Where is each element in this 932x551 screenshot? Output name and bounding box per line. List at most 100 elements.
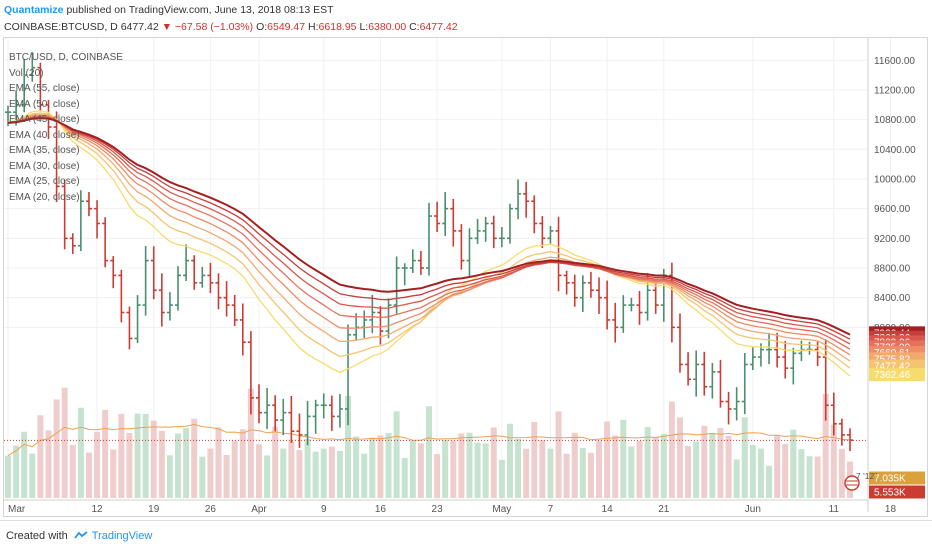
volume-bar xyxy=(604,421,611,498)
legend-item[interactable]: EMA (20, close) xyxy=(9,191,80,203)
volume-bar xyxy=(474,442,481,498)
ohlc-bar xyxy=(401,263,408,286)
volume-bar xyxy=(393,411,400,498)
tradingview-logo-icon xyxy=(74,531,88,539)
volume-bar xyxy=(822,394,829,498)
countdown-badge: 7 '12" xyxy=(844,471,877,491)
open-value: 6549.47 xyxy=(267,21,306,33)
ohlc-bar xyxy=(377,306,384,345)
volume-bar xyxy=(660,434,667,498)
volume-bar xyxy=(199,456,206,498)
legend-item[interactable]: EMA (50, close) xyxy=(9,98,80,110)
legend-item[interactable]: EMA (45, close) xyxy=(9,114,80,125)
volume-bar xyxy=(482,443,489,498)
volume-bar xyxy=(85,452,92,498)
ohlc-bar xyxy=(166,292,173,321)
volume-bar xyxy=(652,437,659,498)
volume-bar xyxy=(142,414,149,498)
volume-bar xyxy=(636,440,643,498)
volume-bar xyxy=(110,449,117,498)
y-tick-label: 8400.00 xyxy=(874,293,911,304)
x-tick-label: 9 xyxy=(321,504,327,515)
ohlc-bar xyxy=(264,387,271,429)
ohlc-bar xyxy=(628,297,635,312)
volume-bar xyxy=(118,413,125,498)
ohlc-bar xyxy=(596,277,603,314)
x-tick-label: May xyxy=(492,504,511,515)
price-label-box xyxy=(869,368,925,382)
x-tick-label: Mar xyxy=(8,504,26,515)
volume-bar xyxy=(191,418,198,498)
volume-bar xyxy=(158,430,165,498)
high-value: 6618.95 xyxy=(318,21,357,33)
volume-bar xyxy=(369,437,376,498)
volume-bar xyxy=(409,440,416,498)
ohlc-bar xyxy=(393,256,400,314)
ema-line-40 xyxy=(7,115,851,350)
ohlc-bar xyxy=(175,266,182,311)
volume-bar xyxy=(701,425,708,498)
volume-bar xyxy=(426,406,432,498)
ema-line-30 xyxy=(7,113,851,362)
legend-item[interactable]: EMA (30, close) xyxy=(9,160,80,172)
volume-bar xyxy=(385,432,392,498)
ohlc-bar xyxy=(676,313,683,373)
legend-item[interactable]: EMA (55, close) xyxy=(9,83,80,94)
ohlc-bar xyxy=(685,352,692,386)
volume-bar xyxy=(450,440,457,498)
volume-bar xyxy=(766,465,773,498)
price-label-box xyxy=(869,471,925,485)
volume-bar xyxy=(215,427,222,498)
x-tick-label: Apr xyxy=(251,504,267,515)
low-label: L: xyxy=(359,21,369,33)
legend-item[interactable]: EMA (25, close) xyxy=(9,176,80,187)
volume-bar xyxy=(790,429,797,498)
volume-bar xyxy=(29,453,36,498)
volume-bar xyxy=(741,417,748,498)
volume-bar xyxy=(401,457,408,498)
volume-bar xyxy=(644,426,651,498)
volume-bar xyxy=(523,448,530,498)
volume-bar xyxy=(676,417,683,498)
chart-header: Quantamize published on TradingView.com,… xyxy=(0,0,932,36)
ohlc-bar xyxy=(838,418,845,446)
ohlc-bar xyxy=(790,347,797,385)
volume-bar xyxy=(571,432,578,498)
ohlc-bar xyxy=(693,350,700,397)
chart-pane[interactable] xyxy=(3,37,928,517)
published-text: published on TradingView.com, June 13, 2… xyxy=(66,4,334,16)
ohlc-bar xyxy=(539,216,546,248)
ohlc-bar xyxy=(417,250,424,275)
volume-bar xyxy=(596,440,603,498)
tradingview-brand-link[interactable]: TradingView xyxy=(91,530,153,542)
volume-bar xyxy=(150,420,157,498)
ohlc-bar xyxy=(69,233,76,254)
publisher-name[interactable]: Quantamize xyxy=(4,4,64,16)
price-label: 7.035K xyxy=(874,474,906,485)
volume-bar xyxy=(725,435,732,498)
high-label: H: xyxy=(308,21,319,33)
ohlc-bar xyxy=(814,340,821,367)
ohlc-bar xyxy=(741,352,748,415)
volume-bar xyxy=(134,413,141,498)
price-label: 7477.42 xyxy=(874,362,911,373)
legend-item[interactable]: Vol (20) xyxy=(9,67,44,79)
ohlc-bar xyxy=(482,216,489,242)
volume-bar xyxy=(563,453,570,498)
ohlc-bar xyxy=(29,52,36,82)
volume-bar xyxy=(782,444,789,498)
legend-item[interactable]: EMA (35, close) xyxy=(9,145,80,156)
volume-bar xyxy=(442,440,449,498)
volume-bar xyxy=(466,432,473,498)
volume-bar xyxy=(620,419,627,498)
ohlc-bar xyxy=(223,281,230,317)
ohlc-bar xyxy=(77,190,84,252)
legend-item[interactable]: EMA (40, close) xyxy=(9,129,80,141)
ohlc-bar xyxy=(361,310,368,339)
badge-flag-icon xyxy=(844,475,860,491)
x-tick-label: 19 xyxy=(148,504,160,515)
volume-bar xyxy=(612,435,619,498)
volume-bar xyxy=(757,448,764,498)
volume-bar xyxy=(207,448,214,498)
